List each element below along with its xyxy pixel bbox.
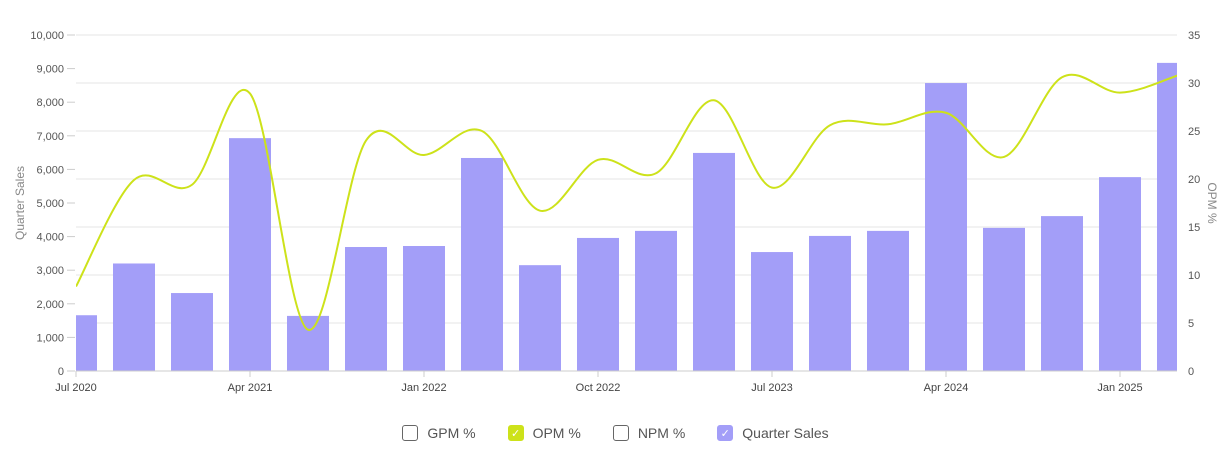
left-tick-label: 0 <box>58 366 64 378</box>
right-tick-label: 5 <box>1188 318 1194 330</box>
right-tick-label: 0 <box>1188 366 1194 378</box>
bar-quarter-sales <box>1099 177 1141 371</box>
bar-quarter-sales <box>925 83 967 371</box>
x-tick-label: Jan 2025 <box>1097 382 1142 394</box>
x-tick-label: Apr 2024 <box>924 382 969 394</box>
legend-item[interactable]: ✓ OPM % <box>507 425 581 441</box>
left-tick-label: 10,000 <box>30 30 64 42</box>
bar-quarter-sales <box>751 252 793 371</box>
checkbox-unchecked-icon[interactable] <box>612 425 629 441</box>
plot-area <box>76 62 1177 371</box>
bar-quarter-sales <box>693 152 735 371</box>
checkbox-checked-icon[interactable]: ✓ <box>717 425 734 441</box>
legend-item[interactable]: NPM % <box>612 425 686 441</box>
combo-chart: 0 5 10 15 20 25 30 35 0 1,000 2,000 3,000 4,000 5,000… <box>13 30 1219 394</box>
left-axis-label: Quarter Sales <box>13 166 27 240</box>
legend-item[interactable]: ✓ Quarter Sales <box>717 425 829 441</box>
bar-quarter-sales <box>76 315 97 371</box>
bar-quarter-sales <box>113 263 155 371</box>
bar-quarter-sales <box>635 230 677 371</box>
bar-quarter-sales <box>983 227 1025 371</box>
right-tick-label: 20 <box>1188 174 1200 186</box>
bar-quarter-sales <box>809 235 851 371</box>
bar-quarter-sales <box>287 315 329 371</box>
bar-quarter-sales <box>867 230 909 371</box>
legend-label: NPM % <box>637 425 686 441</box>
bar-quarter-sales <box>171 293 213 371</box>
x-tick-label: Oct 2022 <box>576 382 621 394</box>
x-tick-label: Jul 2020 <box>55 382 97 394</box>
right-axis-label: OPM % <box>1205 182 1219 224</box>
bar-quarter-sales <box>1041 216 1083 371</box>
left-tick-label: 3,000 <box>36 265 64 277</box>
left-tick-label: 1,000 <box>36 332 64 344</box>
bar-quarter-sales <box>519 265 561 371</box>
bar-quarter-sales <box>461 157 503 371</box>
right-tick-label: 30 <box>1188 78 1200 90</box>
line-opm <box>76 73 1177 331</box>
left-tick-label: 6,000 <box>36 164 64 176</box>
right-tick-label: 15 <box>1188 222 1200 234</box>
left-tick-label: 5,000 <box>36 198 64 210</box>
bar-quarter-sales <box>403 246 445 371</box>
left-tick-label: 2,000 <box>36 299 64 311</box>
checkbox-unchecked-icon[interactable] <box>402 425 419 441</box>
bar-quarter-sales <box>1157 62 1177 371</box>
left-tick-label: 8,000 <box>36 97 64 109</box>
left-tick-label: 7,000 <box>36 131 64 143</box>
x-tick-label: Apr 2021 <box>228 382 273 394</box>
right-tick-label: 35 <box>1188 30 1200 42</box>
x-tick-label: Jul 2023 <box>751 382 793 394</box>
bar-quarter-sales <box>229 138 271 371</box>
x-tick-label: Jan 2022 <box>401 382 446 394</box>
bar-quarter-sales <box>577 237 619 371</box>
left-tick-label: 4,000 <box>36 232 64 244</box>
right-tick-label: 10 <box>1188 270 1200 282</box>
legend-item[interactable]: GPM % <box>402 425 476 441</box>
legend-label: GPM % <box>427 425 476 441</box>
legend-label: Quarter Sales <box>742 425 829 441</box>
bar-quarter-sales <box>345 247 387 371</box>
left-tick-label: 9,000 <box>36 64 64 76</box>
legend: GPM % ✓ OPM % NPM % ✓ Quarter Sales <box>0 425 1231 441</box>
right-tick-label: 25 <box>1188 126 1200 138</box>
checkbox-checked-icon[interactable]: ✓ <box>507 425 524 441</box>
legend-label: OPM % <box>532 425 581 441</box>
